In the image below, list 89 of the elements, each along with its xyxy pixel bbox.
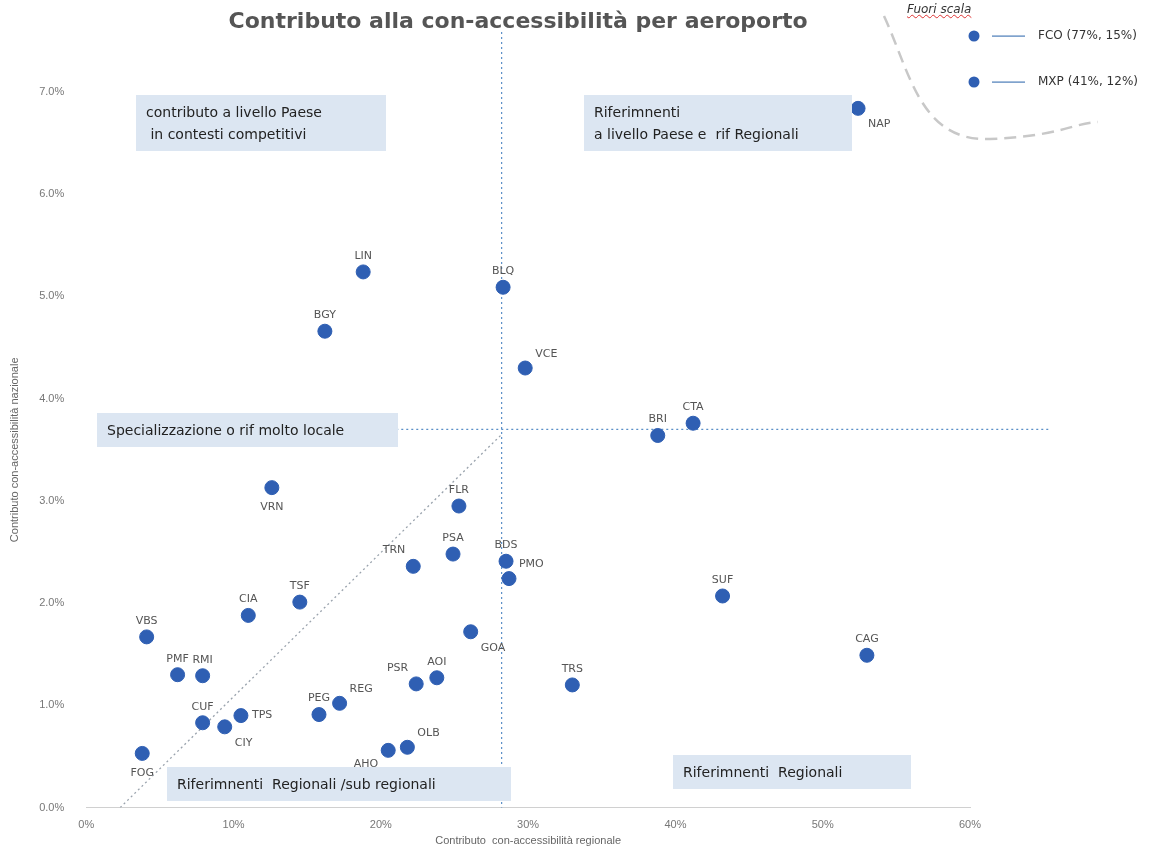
x-tick-label: 10% bbox=[222, 818, 245, 831]
text-panel: Riferimnenti a livello Paese e rif Regionali bbox=[584, 95, 852, 151]
text-panel: contributo a livello Paese in contesti competitivi bbox=[136, 95, 386, 151]
text: MXP (41%, 12%) bbox=[1038, 74, 1138, 88]
data-label: PEG bbox=[307, 691, 331, 705]
point bbox=[501, 571, 517, 587]
data-label: FLR bbox=[448, 482, 470, 496]
data-label: AOI bbox=[427, 654, 447, 668]
data-label: TRS bbox=[560, 661, 584, 675]
data-label: RMI bbox=[192, 652, 213, 666]
point bbox=[240, 607, 256, 623]
point bbox=[850, 100, 866, 116]
x-tick-label: 30% bbox=[517, 818, 540, 831]
data-label: TRN bbox=[381, 543, 406, 557]
y-tick-label: 6.0% bbox=[39, 187, 65, 200]
point bbox=[451, 498, 467, 514]
point bbox=[495, 279, 511, 295]
x-tick-label: 40% bbox=[664, 818, 687, 831]
data-label: BLQ bbox=[491, 264, 515, 278]
x-tick-label: 0% bbox=[78, 818, 95, 831]
data-label: CUF bbox=[191, 699, 214, 713]
point bbox=[408, 676, 424, 692]
data-label: PMF bbox=[166, 651, 189, 665]
point bbox=[685, 415, 701, 431]
data-label: VRN bbox=[260, 500, 284, 514]
data-label: CTA bbox=[682, 400, 705, 414]
data-label: SUF bbox=[711, 572, 734, 586]
text-panel: Riferimnenti Regionali bbox=[673, 755, 911, 789]
y-tick-label: 3.0% bbox=[39, 493, 65, 506]
point bbox=[399, 739, 415, 755]
point bbox=[463, 624, 479, 640]
data-label: VBS bbox=[135, 613, 158, 627]
y-tick-label: 4.0% bbox=[39, 391, 65, 404]
point bbox=[134, 745, 150, 761]
point bbox=[445, 546, 461, 562]
point bbox=[517, 360, 533, 376]
point bbox=[332, 695, 348, 711]
data-label: LIN bbox=[354, 248, 372, 262]
point bbox=[564, 677, 580, 693]
point bbox=[139, 629, 155, 645]
y-tick-label: 5.0% bbox=[39, 289, 65, 302]
data-label: PSA bbox=[442, 530, 465, 544]
x-tick-label: 20% bbox=[369, 818, 393, 831]
point bbox=[650, 427, 666, 443]
point bbox=[217, 719, 233, 735]
point bbox=[195, 668, 211, 684]
point bbox=[859, 647, 875, 663]
data-label: TSF bbox=[288, 578, 310, 592]
data-label: PMO bbox=[518, 557, 545, 571]
x-tick-label: 50% bbox=[811, 818, 834, 831]
y-tick-label: 1.0% bbox=[39, 698, 65, 711]
data-label: GOA bbox=[480, 640, 506, 654]
y-tick-label: 0.0% bbox=[39, 800, 65, 813]
data-label: BDS bbox=[494, 538, 518, 552]
data-label: NAP bbox=[868, 117, 891, 131]
point bbox=[498, 553, 514, 569]
point bbox=[405, 558, 421, 574]
point bbox=[170, 667, 186, 683]
data-label: CIA bbox=[239, 592, 258, 606]
data-label: CIY bbox=[234, 735, 253, 749]
text: FCO (77%, 15%) bbox=[1038, 28, 1137, 42]
x-axis-title: Contributo con-accessibilità regionale bbox=[435, 834, 622, 847]
point bbox=[311, 707, 327, 723]
point bbox=[715, 588, 731, 604]
point bbox=[264, 480, 280, 496]
text-panel: Riferimnenti Regionali /sub regionali bbox=[167, 767, 511, 801]
point bbox=[195, 715, 211, 731]
data-label: BGY bbox=[313, 308, 337, 322]
y-tick-label: 2.0% bbox=[39, 596, 65, 609]
y-tick-label: 7.0% bbox=[39, 85, 65, 98]
point bbox=[355, 264, 371, 280]
x-tick-label: 60% bbox=[958, 818, 982, 831]
point bbox=[233, 708, 249, 724]
y-axis-title: Contributo con-accessibilità nazionale bbox=[7, 357, 20, 543]
data-label: REG bbox=[349, 682, 373, 696]
point bbox=[380, 742, 396, 758]
data-label: FOG bbox=[130, 766, 154, 780]
data-label: OLB bbox=[417, 726, 440, 740]
data-label: CAG bbox=[855, 632, 879, 646]
text-panel: Specializzazione o rif molto locale bbox=[97, 413, 398, 447]
point bbox=[429, 670, 445, 686]
data-label: TPS bbox=[250, 708, 273, 722]
data-label: BRI bbox=[648, 412, 667, 426]
data-label: PSR bbox=[386, 660, 409, 674]
text: Fuori scala bbox=[907, 2, 972, 16]
data-label: VCE bbox=[535, 346, 558, 360]
point bbox=[317, 323, 333, 339]
point bbox=[292, 594, 308, 610]
chart-title: Contributo alla con-accessibilità per aeroporto bbox=[228, 7, 808, 33]
